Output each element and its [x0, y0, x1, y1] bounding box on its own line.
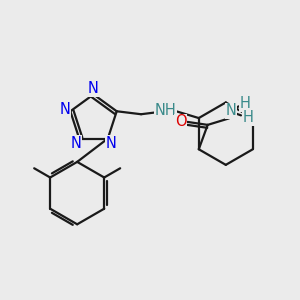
Text: N: N [226, 103, 237, 118]
Text: N: N [59, 102, 70, 117]
Text: N: N [106, 136, 117, 151]
Text: N: N [88, 81, 99, 96]
Text: NH: NH [154, 103, 176, 118]
Text: H: H [243, 110, 254, 125]
Text: H: H [240, 96, 251, 111]
Text: N: N [70, 136, 81, 151]
Text: O: O [175, 114, 187, 129]
